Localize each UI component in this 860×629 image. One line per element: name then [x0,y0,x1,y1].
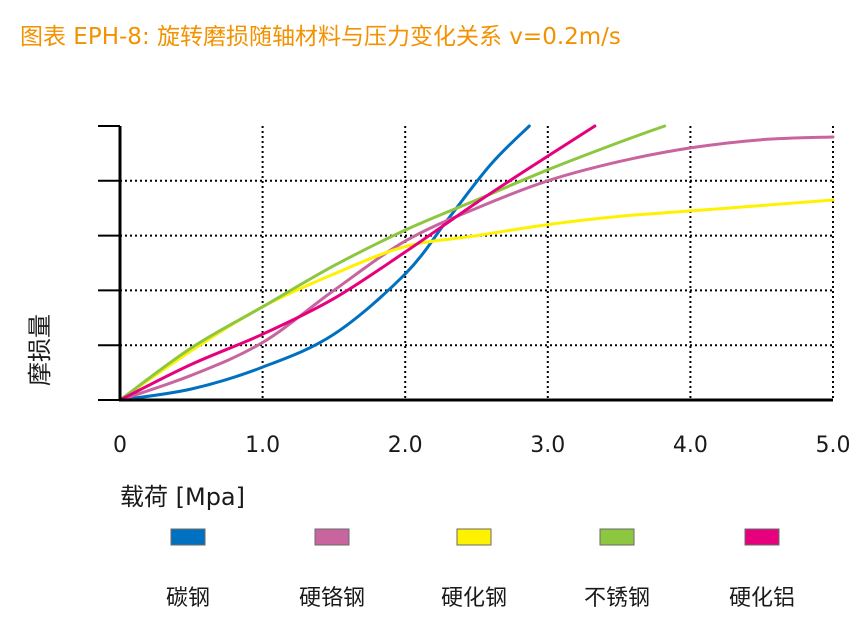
legend-swatch [599,528,635,546]
x-axis-label: 载荷 [Mpa] [120,483,245,511]
x-tick-label: 4.0 [673,433,708,458]
x-tick-label: 5.0 [816,433,851,458]
legend-label: 硬化铝 [729,586,795,611]
legend-swatch [314,528,350,546]
x-tick-label: 0 [113,433,127,458]
chart-title: 图表 EPH-8: 旋转磨损随轴材料与压力变化关系 v=0.2m/s [20,24,621,50]
legend-swatch [170,528,206,546]
x-tick-labels: 0 1.0 2.0 3.0 4.0 5.0 [113,433,851,458]
series-line-2 [118,135,835,402]
legend-label: 硬化钢 [441,586,507,611]
x-tick-label: 1.0 [245,433,280,458]
legend-swatch [456,528,492,546]
series-lines [118,124,835,402]
y-axis-label: 摩损量 [26,314,54,386]
series-line-1 [118,124,531,402]
legend-swatch [744,528,780,546]
legend-label: 不锈钢 [584,586,650,611]
series-line-3 [118,198,835,402]
legend: 碳钢 硬铬钢 硬化钢 不锈钢 硬化铝 [166,528,795,611]
series-line-5 [118,124,597,402]
series-line-4 [118,124,667,402]
axes [98,125,833,402]
x-tick-label: 2.0 [388,433,423,458]
x-tick-label: 3.0 [530,433,565,458]
legend-label: 碳钢 [166,586,210,611]
legend-label: 硬铬钢 [299,586,365,611]
